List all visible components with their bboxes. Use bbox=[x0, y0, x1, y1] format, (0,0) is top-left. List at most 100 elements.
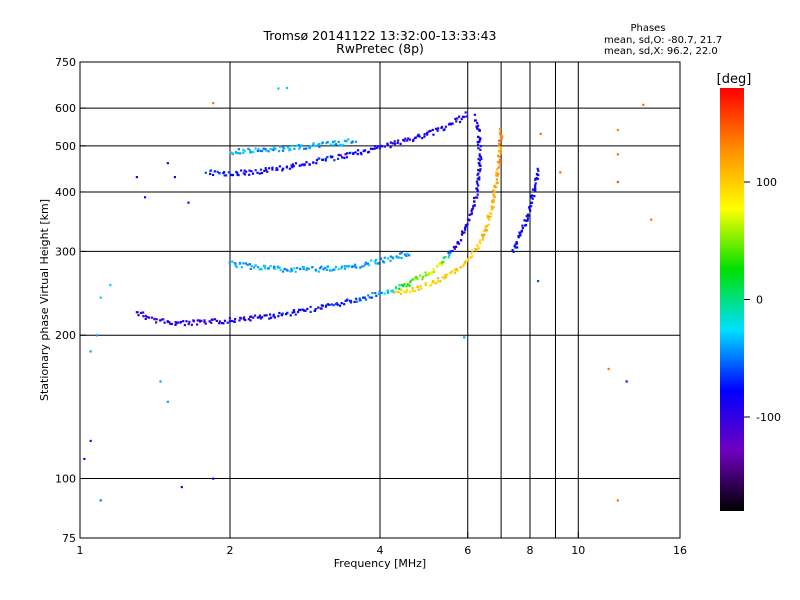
echo-point bbox=[187, 322, 190, 326]
echo-point bbox=[396, 141, 399, 145]
echo-point bbox=[326, 140, 329, 144]
echo-point bbox=[248, 149, 252, 152]
echo-point bbox=[234, 318, 237, 321]
echo-point bbox=[363, 296, 366, 299]
echo-point bbox=[211, 173, 215, 177]
echo-point bbox=[481, 236, 485, 239]
echo-point bbox=[431, 279, 435, 283]
echo-point bbox=[449, 251, 452, 254]
echo-point bbox=[212, 477, 215, 480]
echo-point bbox=[196, 323, 199, 326]
echo-point bbox=[315, 159, 319, 162]
echo-point bbox=[289, 314, 292, 317]
echo-point bbox=[472, 196, 476, 200]
echo-point bbox=[408, 284, 411, 287]
echo-point bbox=[408, 138, 411, 141]
echo-point bbox=[429, 129, 432, 133]
echo-point bbox=[326, 303, 330, 306]
echo-point bbox=[406, 252, 409, 255]
series-mid-cyan-trace bbox=[228, 251, 411, 273]
echo-point bbox=[477, 128, 480, 131]
echo-point bbox=[383, 292, 386, 295]
echo-point bbox=[317, 306, 320, 309]
echo-point bbox=[258, 314, 262, 317]
echo-point bbox=[530, 196, 533, 199]
echo-point bbox=[474, 196, 478, 199]
echo-point bbox=[400, 256, 403, 260]
echo-point bbox=[511, 249, 514, 252]
echo-point bbox=[236, 171, 239, 174]
echo-point bbox=[449, 250, 452, 253]
phase-stats: Phases mean, sd,O: -80.7, 21.7 mean, sd,… bbox=[604, 23, 722, 57]
echo-point bbox=[431, 281, 434, 284]
echo-point bbox=[455, 120, 458, 123]
echo-point bbox=[220, 322, 224, 325]
echo-point bbox=[252, 316, 255, 319]
echo-point bbox=[353, 300, 356, 304]
echo-point bbox=[307, 267, 310, 271]
echo-point bbox=[312, 161, 315, 164]
echo-point bbox=[411, 278, 414, 281]
echo-point bbox=[259, 168, 263, 171]
echo-point bbox=[340, 267, 343, 270]
echo-point bbox=[531, 188, 535, 191]
echo-point bbox=[356, 153, 359, 156]
echo-point bbox=[447, 251, 450, 254]
echo-point bbox=[395, 291, 398, 294]
echo-point bbox=[244, 262, 247, 265]
echo-point bbox=[398, 256, 401, 259]
echo-point bbox=[475, 187, 478, 190]
echo-point bbox=[412, 278, 415, 281]
echo-point bbox=[616, 153, 619, 156]
echo-point bbox=[403, 253, 407, 256]
echo-point bbox=[166, 162, 169, 165]
echo-point bbox=[278, 311, 281, 315]
echo-point bbox=[515, 242, 519, 245]
echo-point bbox=[257, 265, 260, 269]
echo-point bbox=[499, 152, 502, 155]
echo-point bbox=[492, 198, 495, 202]
echo-point bbox=[517, 236, 520, 239]
x-tick-label: 2 bbox=[227, 544, 234, 557]
echo-point bbox=[404, 291, 407, 294]
echo-point bbox=[444, 256, 447, 259]
echo-point bbox=[465, 115, 468, 118]
echo-point bbox=[479, 239, 482, 242]
echo-point bbox=[175, 322, 178, 325]
echo-point bbox=[417, 133, 420, 136]
echo-point bbox=[463, 115, 466, 119]
echo-point bbox=[477, 161, 480, 165]
echo-point bbox=[242, 172, 245, 175]
echo-point bbox=[355, 266, 358, 269]
echo-point bbox=[346, 298, 349, 301]
echo-point bbox=[472, 205, 475, 208]
echo-point bbox=[440, 125, 444, 129]
echo-point bbox=[459, 266, 462, 269]
echo-point bbox=[616, 499, 619, 502]
echo-point bbox=[336, 303, 339, 306]
echo-point bbox=[296, 310, 300, 314]
echo-point bbox=[430, 271, 433, 274]
echo-point bbox=[249, 267, 252, 270]
echo-point bbox=[237, 148, 241, 151]
echo-point bbox=[291, 166, 294, 169]
echo-point bbox=[83, 457, 86, 461]
echo-point bbox=[348, 264, 351, 267]
echo-point bbox=[355, 297, 358, 300]
echo-point bbox=[407, 137, 410, 140]
echo-point bbox=[420, 287, 423, 290]
echo-point bbox=[484, 229, 488, 232]
echo-point bbox=[441, 276, 445, 279]
echo-point bbox=[516, 246, 519, 249]
colorbar-tick-label: -100 bbox=[756, 411, 781, 424]
echo-point bbox=[223, 319, 227, 322]
echo-point bbox=[517, 234, 520, 238]
echo-point bbox=[368, 296, 371, 299]
echo-point bbox=[496, 174, 499, 178]
echo-point bbox=[271, 166, 274, 169]
echo-point bbox=[428, 273, 431, 276]
echo-point bbox=[308, 163, 311, 166]
echo-point bbox=[332, 304, 335, 307]
echo-point bbox=[264, 167, 267, 170]
